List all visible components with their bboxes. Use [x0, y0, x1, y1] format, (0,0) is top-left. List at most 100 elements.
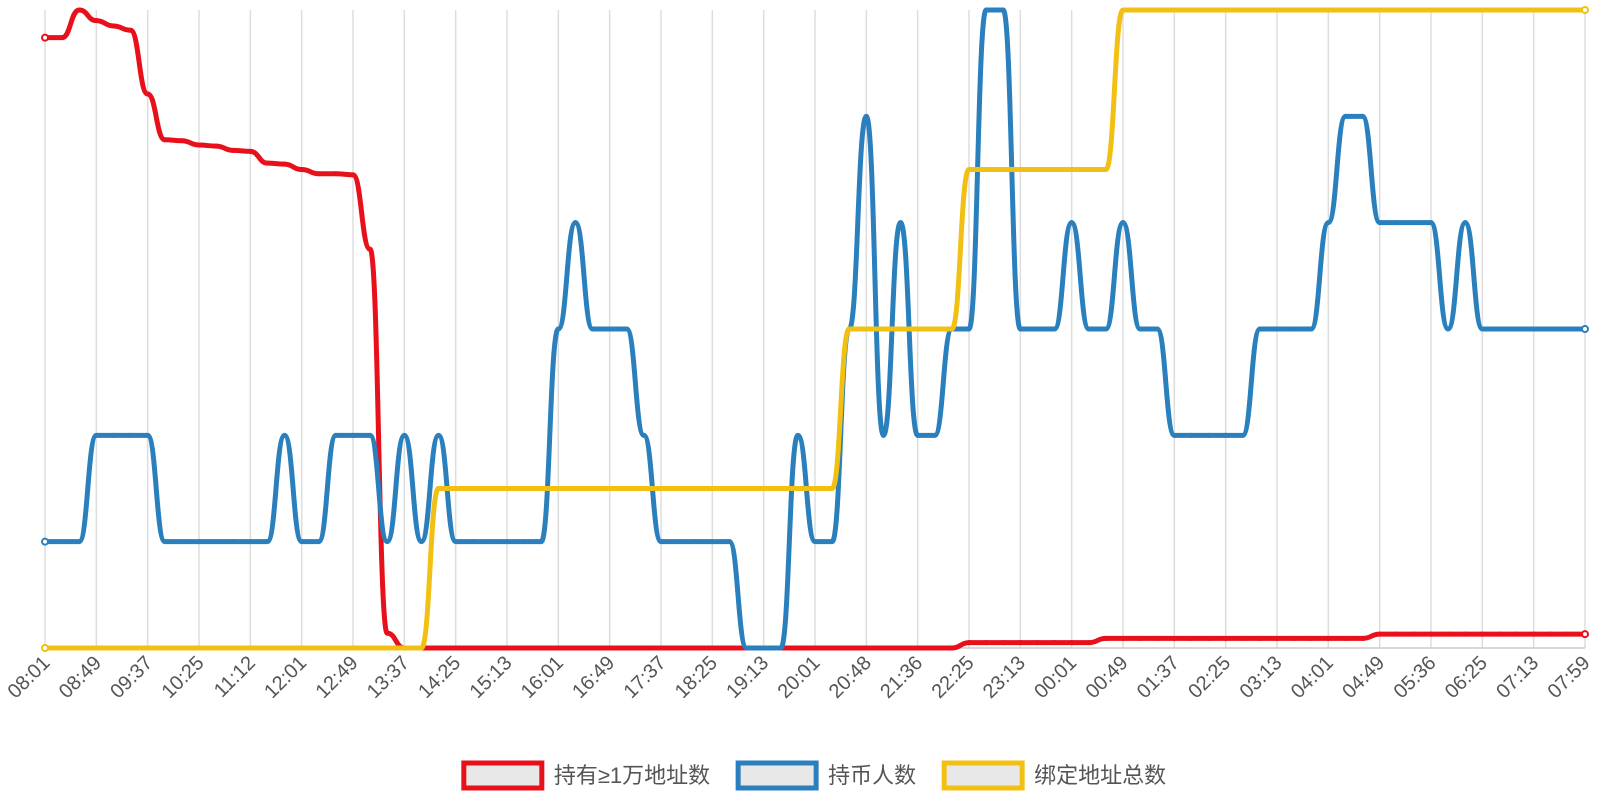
point	[1086, 167, 1092, 172]
point	[76, 645, 82, 651]
point	[282, 161, 288, 167]
point	[795, 432, 801, 438]
point	[436, 645, 442, 651]
point	[196, 142, 202, 148]
point	[93, 18, 99, 24]
legend-label: 绑定地址总数	[1034, 763, 1166, 788]
point	[555, 326, 561, 332]
point	[110, 432, 116, 438]
point	[470, 645, 476, 651]
legend-swatch	[735, 760, 819, 791]
point	[1531, 7, 1537, 13]
point	[880, 432, 886, 438]
point	[1360, 7, 1366, 13]
point	[1377, 631, 1383, 637]
point	[1171, 7, 1177, 13]
point	[1223, 635, 1229, 641]
point	[504, 645, 510, 651]
point	[1411, 631, 1417, 637]
point	[1531, 631, 1537, 637]
point	[264, 645, 270, 651]
point	[1445, 7, 1451, 13]
point	[1086, 326, 1092, 332]
point	[282, 645, 288, 651]
point	[384, 539, 390, 545]
point	[179, 539, 185, 545]
point	[1360, 113, 1366, 119]
point	[350, 172, 356, 178]
point	[915, 326, 921, 332]
point	[1514, 326, 1520, 332]
point	[675, 486, 681, 491]
point	[846, 645, 852, 651]
point	[1377, 7, 1383, 13]
point	[1000, 167, 1006, 172]
point	[1394, 631, 1400, 637]
point	[41, 537, 49, 546]
x-tick-label: 12:49	[312, 652, 363, 703]
point	[162, 539, 168, 545]
point	[812, 539, 818, 545]
point	[453, 486, 459, 491]
point	[1274, 326, 1280, 332]
point	[709, 539, 715, 545]
point	[1171, 635, 1177, 641]
point	[1479, 631, 1485, 637]
point	[966, 326, 972, 332]
point	[41, 644, 49, 652]
x-tick-label: 17:37	[620, 652, 671, 703]
point	[1137, 635, 1143, 641]
point	[1496, 631, 1502, 637]
point	[1411, 220, 1417, 226]
point	[1581, 630, 1589, 639]
point	[692, 486, 698, 491]
point	[1257, 7, 1263, 13]
point	[590, 486, 596, 491]
point	[1308, 7, 1314, 13]
point	[1581, 6, 1589, 14]
point	[1052, 326, 1058, 332]
x-tick-label: 04:01	[1287, 652, 1338, 703]
point	[1462, 220, 1468, 226]
point	[572, 220, 578, 226]
point	[162, 137, 168, 143]
point	[675, 645, 681, 651]
point	[1120, 635, 1126, 641]
point	[333, 432, 339, 438]
point	[1342, 113, 1348, 119]
point	[350, 645, 356, 651]
x-tick-label: 09:37	[106, 652, 157, 703]
point	[367, 246, 373, 252]
point	[692, 539, 698, 545]
point	[128, 645, 134, 651]
legend-item: 持有≥1万地址数	[461, 760, 710, 791]
point	[692, 645, 698, 651]
x-tick-label: 23:13	[979, 652, 1030, 703]
point	[213, 143, 219, 149]
point	[1103, 635, 1109, 641]
point	[76, 7, 82, 13]
x-tick-label: 16:49	[568, 652, 619, 703]
point	[1428, 220, 1434, 226]
point	[487, 486, 493, 491]
point	[1479, 326, 1485, 332]
point	[1069, 167, 1075, 172]
point	[983, 167, 989, 172]
point	[1103, 326, 1109, 332]
point	[76, 539, 82, 545]
point	[1565, 631, 1571, 637]
point	[590, 645, 596, 651]
point	[572, 486, 578, 491]
point	[624, 645, 630, 651]
point	[1308, 635, 1314, 641]
point	[521, 486, 527, 491]
point	[880, 326, 886, 332]
point	[829, 486, 835, 491]
point	[418, 539, 424, 545]
point	[555, 486, 561, 491]
point	[282, 432, 288, 438]
point	[1342, 7, 1348, 13]
point	[316, 645, 322, 651]
x-tick-label: 13:37	[363, 652, 414, 703]
